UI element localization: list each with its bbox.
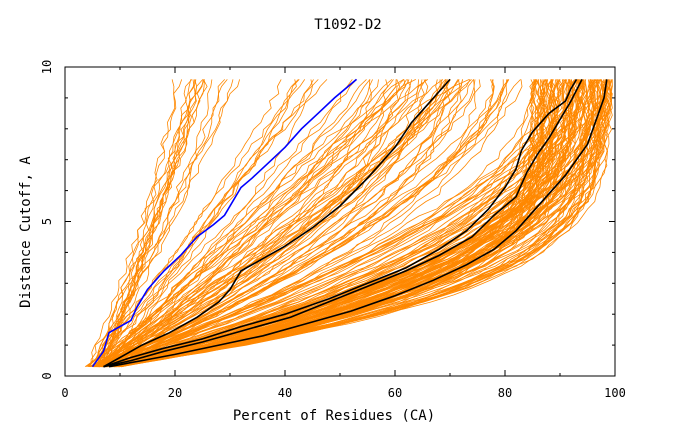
background-series-line xyxy=(94,79,612,368)
background-series-line xyxy=(100,79,610,368)
background-series-line xyxy=(105,79,397,368)
series-line-black xyxy=(103,79,583,368)
background-series-line xyxy=(96,79,319,368)
background-series-line xyxy=(116,79,555,368)
background-series-line xyxy=(114,79,510,368)
highlighted-series-group xyxy=(91,78,608,368)
background-series-line xyxy=(93,79,204,367)
background-series-line xyxy=(99,79,446,368)
background-series-line xyxy=(88,79,282,367)
background-series-line xyxy=(87,79,314,367)
background-series-line xyxy=(97,79,405,368)
background-series-line xyxy=(96,79,371,368)
background-series-line xyxy=(110,79,536,368)
x-tick-label: 80 xyxy=(498,386,512,400)
background-series-line xyxy=(112,79,613,368)
background-series-line xyxy=(92,79,460,368)
background-series-line xyxy=(110,79,566,368)
background-series-line xyxy=(117,79,565,368)
background-series-line xyxy=(102,79,509,368)
background-series-line xyxy=(103,79,225,367)
y-tick-label: 5 xyxy=(40,218,54,225)
background-series-line xyxy=(94,79,463,368)
x-tick-label: 20 xyxy=(168,386,182,400)
background-series-line xyxy=(104,79,192,367)
background-series-line xyxy=(94,79,439,368)
x-axis-label: Percent of Residues (CA) xyxy=(233,408,435,424)
background-series-line xyxy=(103,79,607,368)
background-series-line xyxy=(115,79,607,368)
series-line-black xyxy=(103,78,451,368)
x-tick-label: 40 xyxy=(278,386,292,400)
background-series-line xyxy=(113,79,580,368)
background-series-line xyxy=(99,79,536,368)
background-series-line xyxy=(107,79,373,368)
background-series-group xyxy=(84,79,613,368)
background-series-line xyxy=(98,79,183,367)
series-line-black xyxy=(103,78,578,368)
y-tick-label: 10 xyxy=(40,60,54,74)
series-line-black xyxy=(108,79,608,368)
x-tick-label: 60 xyxy=(388,386,402,400)
background-series-line xyxy=(103,79,300,367)
background-series-line xyxy=(102,79,297,368)
background-series-line xyxy=(102,79,425,368)
background-series-line xyxy=(98,79,580,368)
background-series-line xyxy=(110,79,555,368)
background-series-line xyxy=(106,79,428,367)
background-series-line xyxy=(100,79,574,368)
series-line-blue xyxy=(91,78,358,368)
background-series-line xyxy=(110,79,510,368)
y-tick-label: 0 xyxy=(40,372,54,379)
background-series-line xyxy=(104,79,367,368)
background-series-line xyxy=(109,79,523,368)
x-tick-label: 0 xyxy=(61,386,68,400)
background-series-line xyxy=(102,79,599,368)
background-series-line xyxy=(95,79,393,367)
background-series-line xyxy=(95,79,451,368)
background-series-line xyxy=(85,79,357,368)
background-series-line xyxy=(109,79,411,368)
background-series-line xyxy=(108,79,406,368)
background-series-line xyxy=(101,79,536,368)
background-series-line xyxy=(98,79,589,368)
x-tick-label: 100 xyxy=(604,386,626,400)
background-series-line xyxy=(91,79,234,367)
background-series-line xyxy=(101,79,580,368)
y-axis-label: Distance Cutoff, A xyxy=(18,156,34,308)
background-series-line xyxy=(111,79,602,368)
background-series-line xyxy=(98,79,447,368)
background-series-line xyxy=(99,79,353,367)
background-series-line xyxy=(98,79,613,368)
background-series-line xyxy=(112,79,548,368)
background-series-line xyxy=(84,79,299,368)
background-series-line xyxy=(109,79,394,368)
chart-title: T1092-D2 xyxy=(314,17,381,33)
background-series-line xyxy=(99,79,196,367)
background-series-line xyxy=(106,79,412,368)
axes-group: 0 20 40 60 80 100 0 5 10 xyxy=(40,60,626,400)
background-series-line xyxy=(114,79,588,368)
background-series-line xyxy=(102,79,313,368)
background-series-line xyxy=(91,79,591,368)
background-series-line xyxy=(114,79,567,368)
background-series-line xyxy=(97,79,240,367)
background-series-line xyxy=(112,79,613,368)
